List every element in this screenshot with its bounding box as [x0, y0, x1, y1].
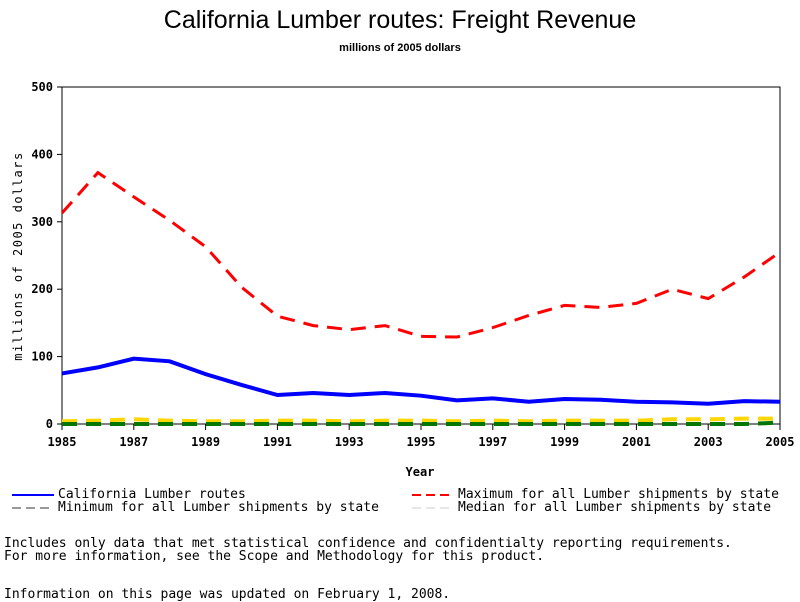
y-tick-label: 0 — [46, 417, 53, 431]
legend-label: Minimum for all Lumber shipments by stat… — [58, 500, 379, 515]
x-tick-label: 1991 — [263, 435, 292, 449]
y-tick-label: 100 — [31, 350, 53, 364]
legend-swatch — [412, 493, 454, 496]
x-axis-label: Year — [406, 465, 435, 479]
legend-label: California Lumber routes — [58, 487, 246, 502]
y-tick-label: 300 — [31, 215, 53, 229]
y-tick-label: 400 — [31, 147, 53, 161]
plot-frame — [61, 86, 781, 425]
legend-item-median: Median for all Lumber shipments by state — [412, 500, 771, 515]
legend-label: Maximum for all Lumber shipments by stat… — [458, 487, 779, 502]
x-tick-label: 2001 — [622, 435, 651, 449]
x-tick-label: 1985 — [48, 435, 77, 449]
series-line-3 — [61, 416, 780, 424]
note-methodology: For more information, see the Scope and … — [4, 549, 545, 564]
chart-subtitle: millions of 2005 dollars — [339, 42, 461, 54]
legend-swatch — [12, 507, 54, 508]
legend-swatch — [412, 507, 454, 508]
x-tick-label: 1989 — [191, 435, 220, 449]
x-tick-label: 1995 — [407, 435, 436, 449]
x-tick-label: 2003 — [694, 435, 723, 449]
x-tick-label: 1987 — [119, 435, 148, 449]
legend-item-minimum: Minimum for all Lumber shipments by stat… — [12, 500, 379, 515]
chart-title: California Lumber routes: Freight Revenu… — [163, 6, 637, 34]
legend-label: Median for all Lumber shipments by state — [458, 500, 772, 515]
series-line-1 — [60, 170, 781, 339]
x-tick-label: 1993 — [335, 435, 364, 449]
x-tick-label: 1997 — [478, 435, 507, 449]
note-updated: Information on this page was updated on … — [4, 587, 451, 602]
series-line-0 — [61, 356, 781, 406]
legend-item-maximum: Maximum for all Lumber shipments by stat… — [412, 487, 779, 502]
x-tick-label: 2005 — [766, 435, 795, 449]
x-tick-label: 1999 — [550, 435, 579, 449]
y-axis-label: millions of 2005 dollars — [11, 151, 25, 360]
y-tick-label: 200 — [31, 282, 53, 296]
y-tick-label: 500 — [31, 80, 53, 94]
note-confidence: Includes only data that met statistical … — [4, 536, 732, 551]
legend-swatch — [12, 493, 54, 496]
legend-item-california: California Lumber routes — [12, 487, 246, 502]
line-chart: 0 100 200 300 400 500 1985 1987 1989 1991 1993 1995… — [11, 80, 795, 479]
